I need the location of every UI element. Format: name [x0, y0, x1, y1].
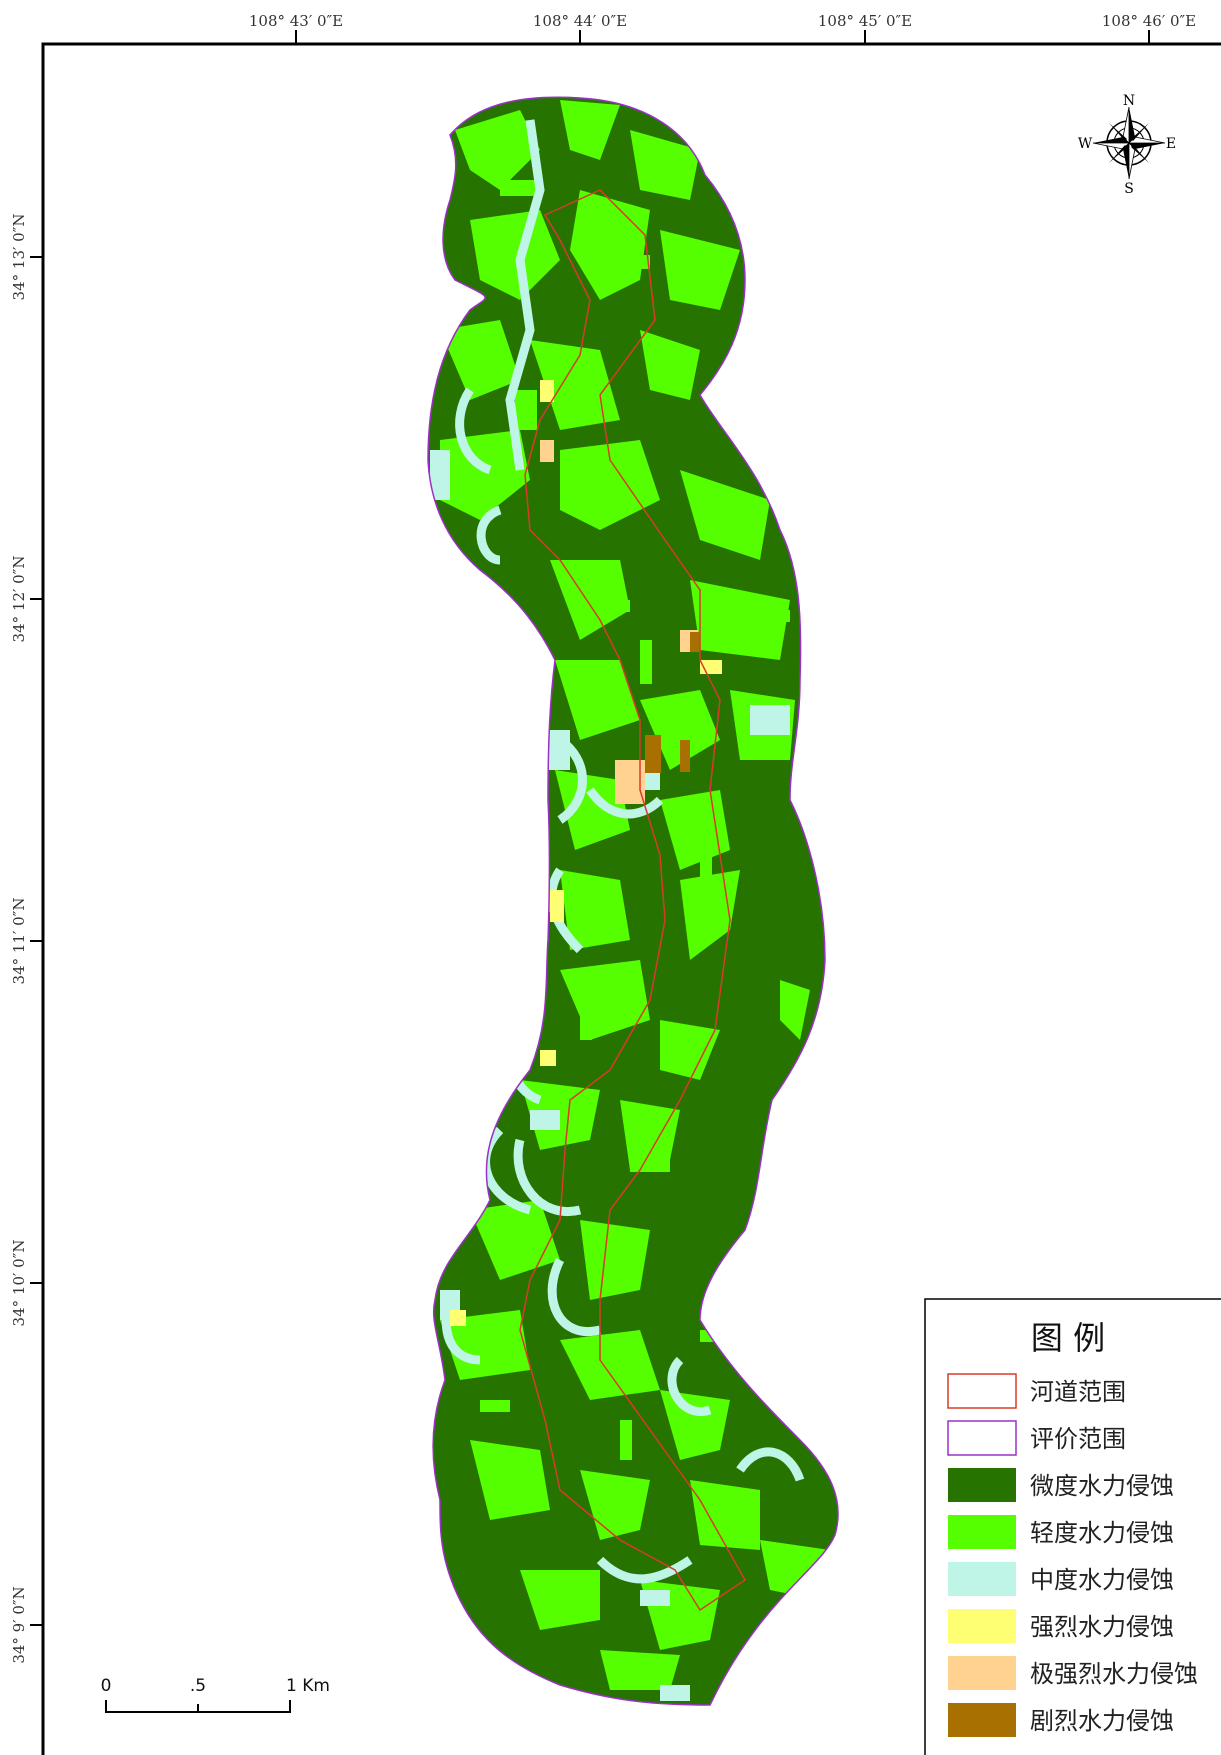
scale-label: .5	[190, 1676, 206, 1696]
legend-item: 评价范围	[947, 1420, 1126, 1456]
longitude-label: 108° 46′ 0″E	[1102, 12, 1196, 30]
scale-label: 0	[101, 1676, 112, 1696]
compass-south-label: S	[1124, 181, 1134, 197]
severe-erosion-patches	[645, 632, 700, 773]
legend: 图 例 河道范围评价范围微度水力侵蚀轻度水力侵蚀中度水力侵蚀强烈水力侵蚀极强烈水…	[924, 1298, 1221, 1755]
evaluation-boundary	[427, 96, 839, 1706]
longitude-label: 108° 44′ 0″E	[533, 12, 627, 30]
legend-item: 强烈水力侵蚀	[948, 1609, 1174, 1643]
longitude-label: 108° 43′ 0″E	[249, 12, 343, 30]
legend-swatch	[948, 1468, 1016, 1502]
latitude-graticule: 34° 13′ 0″N 34° 12′ 0″N 34° 11′ 0″N 34° …	[10, 214, 43, 1664]
legend-swatch	[948, 1609, 1016, 1643]
legend-swatch	[947, 1373, 1017, 1409]
legend-swatch	[948, 1562, 1016, 1596]
legend-swatch	[948, 1656, 1016, 1690]
latitude-label: 34° 11′ 0″N	[10, 898, 28, 985]
legend-label: 强烈水力侵蚀	[1030, 1613, 1174, 1641]
legend-item: 极强烈水力侵蚀	[948, 1656, 1198, 1690]
latitude-label: 34° 13′ 0″N	[10, 214, 28, 301]
latitude-label: 34° 12′ 0″N	[10, 556, 28, 643]
erosion-raster	[428, 97, 839, 1705]
legend-label: 微度水力侵蚀	[1030, 1472, 1174, 1500]
legend-item: 中度水力侵蚀	[948, 1562, 1174, 1596]
compass-west-label: W	[1078, 136, 1093, 152]
north-arrow: N S E W	[1078, 93, 1176, 197]
legend-item: 剧烈水力侵蚀	[948, 1703, 1174, 1737]
legend-swatch	[948, 1515, 1016, 1549]
scale-bar: 0 .5 1 Km	[101, 1676, 330, 1713]
strong-erosion-patches	[450, 380, 722, 1326]
compass-east-label: E	[1166, 136, 1176, 152]
legend-item: 河道范围	[947, 1373, 1126, 1409]
legend-label: 轻度水力侵蚀	[1030, 1519, 1174, 1547]
legend-items: 河道范围评价范围微度水力侵蚀轻度水力侵蚀中度水力侵蚀强烈水力侵蚀极强烈水力侵蚀剧…	[947, 1373, 1198, 1737]
legend-label: 极强烈水力侵蚀	[1030, 1660, 1198, 1688]
legend-title: 图 例	[1031, 1319, 1105, 1357]
longitude-graticule: 108° 43′ 0″E 108° 44′ 0″E 108° 45′ 0″E 1…	[249, 12, 1196, 44]
latitude-label: 34° 9′ 0″N	[10, 1586, 28, 1663]
legend-label: 中度水力侵蚀	[1030, 1566, 1174, 1594]
legend-label: 河道范围	[1030, 1378, 1126, 1406]
river-channel-boundary	[519, 189, 746, 1612]
legend-item: 轻度水力侵蚀	[948, 1515, 1174, 1549]
latitude-label: 34° 10′ 0″N	[10, 1240, 28, 1327]
legend-swatch	[947, 1420, 1017, 1456]
legend-label: 剧烈水力侵蚀	[1030, 1707, 1174, 1735]
compass-north-label: N	[1123, 93, 1135, 109]
legend-label: 评价范围	[1030, 1425, 1126, 1453]
light-erosion-patches	[440, 100, 830, 1690]
map-frame	[41, 42, 1221, 1755]
legend-swatch	[948, 1703, 1016, 1737]
scale-label: 1 Km	[286, 1676, 330, 1696]
legend-item: 微度水力侵蚀	[948, 1468, 1174, 1502]
longitude-label: 108° 45′ 0″E	[818, 12, 912, 30]
